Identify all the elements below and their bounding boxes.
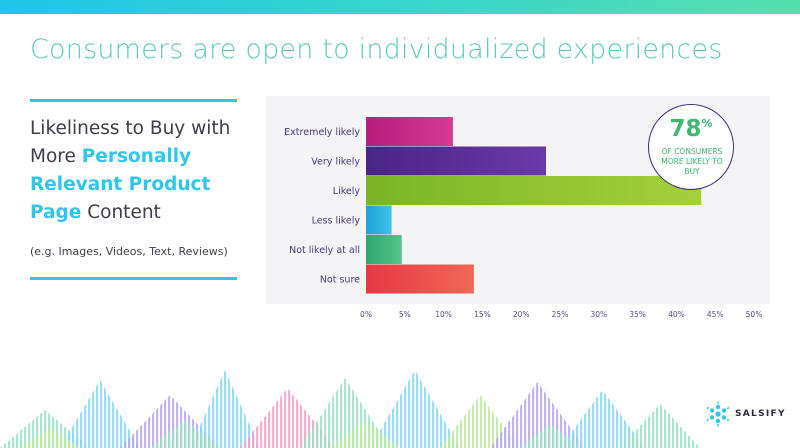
mountain-shape <box>330 422 400 448</box>
mountain-shape <box>620 404 700 448</box>
salsify-wordmark: SALSIFY <box>735 409 786 419</box>
mountain-shape <box>20 428 80 448</box>
x-tick-label: 50% <box>746 310 763 319</box>
x-tick-label: 35% <box>629 310 646 319</box>
bar-chart: Extremely likely Very likely Likely Less li… <box>284 117 763 319</box>
subtitle-text-start: Likeliness to Buy with More <box>30 118 231 167</box>
bar-less-likely <box>366 205 392 235</box>
stat-badge: 78% OF CONSUMERS MORE LIKELY TO BUY <box>648 104 734 190</box>
x-tick-label: 30% <box>590 310 607 319</box>
badge-unit: % <box>701 117 713 130</box>
x-tick-label: 40% <box>668 310 685 319</box>
mountain-shape <box>60 380 140 448</box>
mountain-shape <box>370 370 460 448</box>
mountain-shape <box>520 424 580 448</box>
divider-bottom <box>30 277 237 280</box>
subtitle-text-end: Content <box>81 202 161 223</box>
x-tick-label: 25% <box>552 310 569 319</box>
salsify-snowflake-icon <box>706 401 730 427</box>
badge-value: 78% <box>649 116 733 142</box>
x-tick-label: 0% <box>360 310 372 319</box>
x-tick-label: 10% <box>435 310 452 319</box>
decorative-mountains <box>0 370 700 448</box>
x-tick-label: 5% <box>399 310 411 319</box>
category-label-not-sure: Not sure <box>320 275 360 286</box>
top-accent-bar <box>0 0 800 14</box>
x-tick-label: 15% <box>474 310 491 319</box>
mountain-shape <box>560 390 645 448</box>
badge-caption: OF CONSUMERS MORE LIKELY TO BUY <box>661 147 723 176</box>
subtitle-highlight: Personally Relevant Product Page <box>30 146 211 223</box>
category-label-not-likely-at-all: Not likely at all <box>289 245 360 256</box>
bar-not-likely-at-all <box>366 235 402 264</box>
category-label-extremely-likely: Extremely likely <box>284 127 360 138</box>
category-label-likely: Likely <box>333 186 361 197</box>
badge-number: 78 <box>669 116 702 142</box>
divider-top <box>30 99 237 102</box>
mountain-shape <box>150 420 220 448</box>
category-label-very-likely: Very likely <box>311 157 360 168</box>
mountain-shape <box>190 370 260 448</box>
category-label-less-likely: Less likely <box>312 216 361 227</box>
bar-not-sure <box>366 264 474 294</box>
x-tick-label: 20% <box>513 310 530 319</box>
salsify-logo: SALSIFY <box>705 401 785 429</box>
bar-very-likely <box>366 146 547 176</box>
bar-likely <box>366 176 702 205</box>
bar-extremely-likely <box>366 117 453 146</box>
content-examples-note: (e.g. Images, Videos, Text, Reviews) <box>30 245 228 258</box>
mountain-shape <box>490 382 585 448</box>
page-title: Consumers are open to individualized exp… <box>30 34 723 65</box>
x-tick-label: 45% <box>707 310 724 319</box>
chart-subtitle: Likeliness to Buy with More Personally R… <box>30 115 260 227</box>
